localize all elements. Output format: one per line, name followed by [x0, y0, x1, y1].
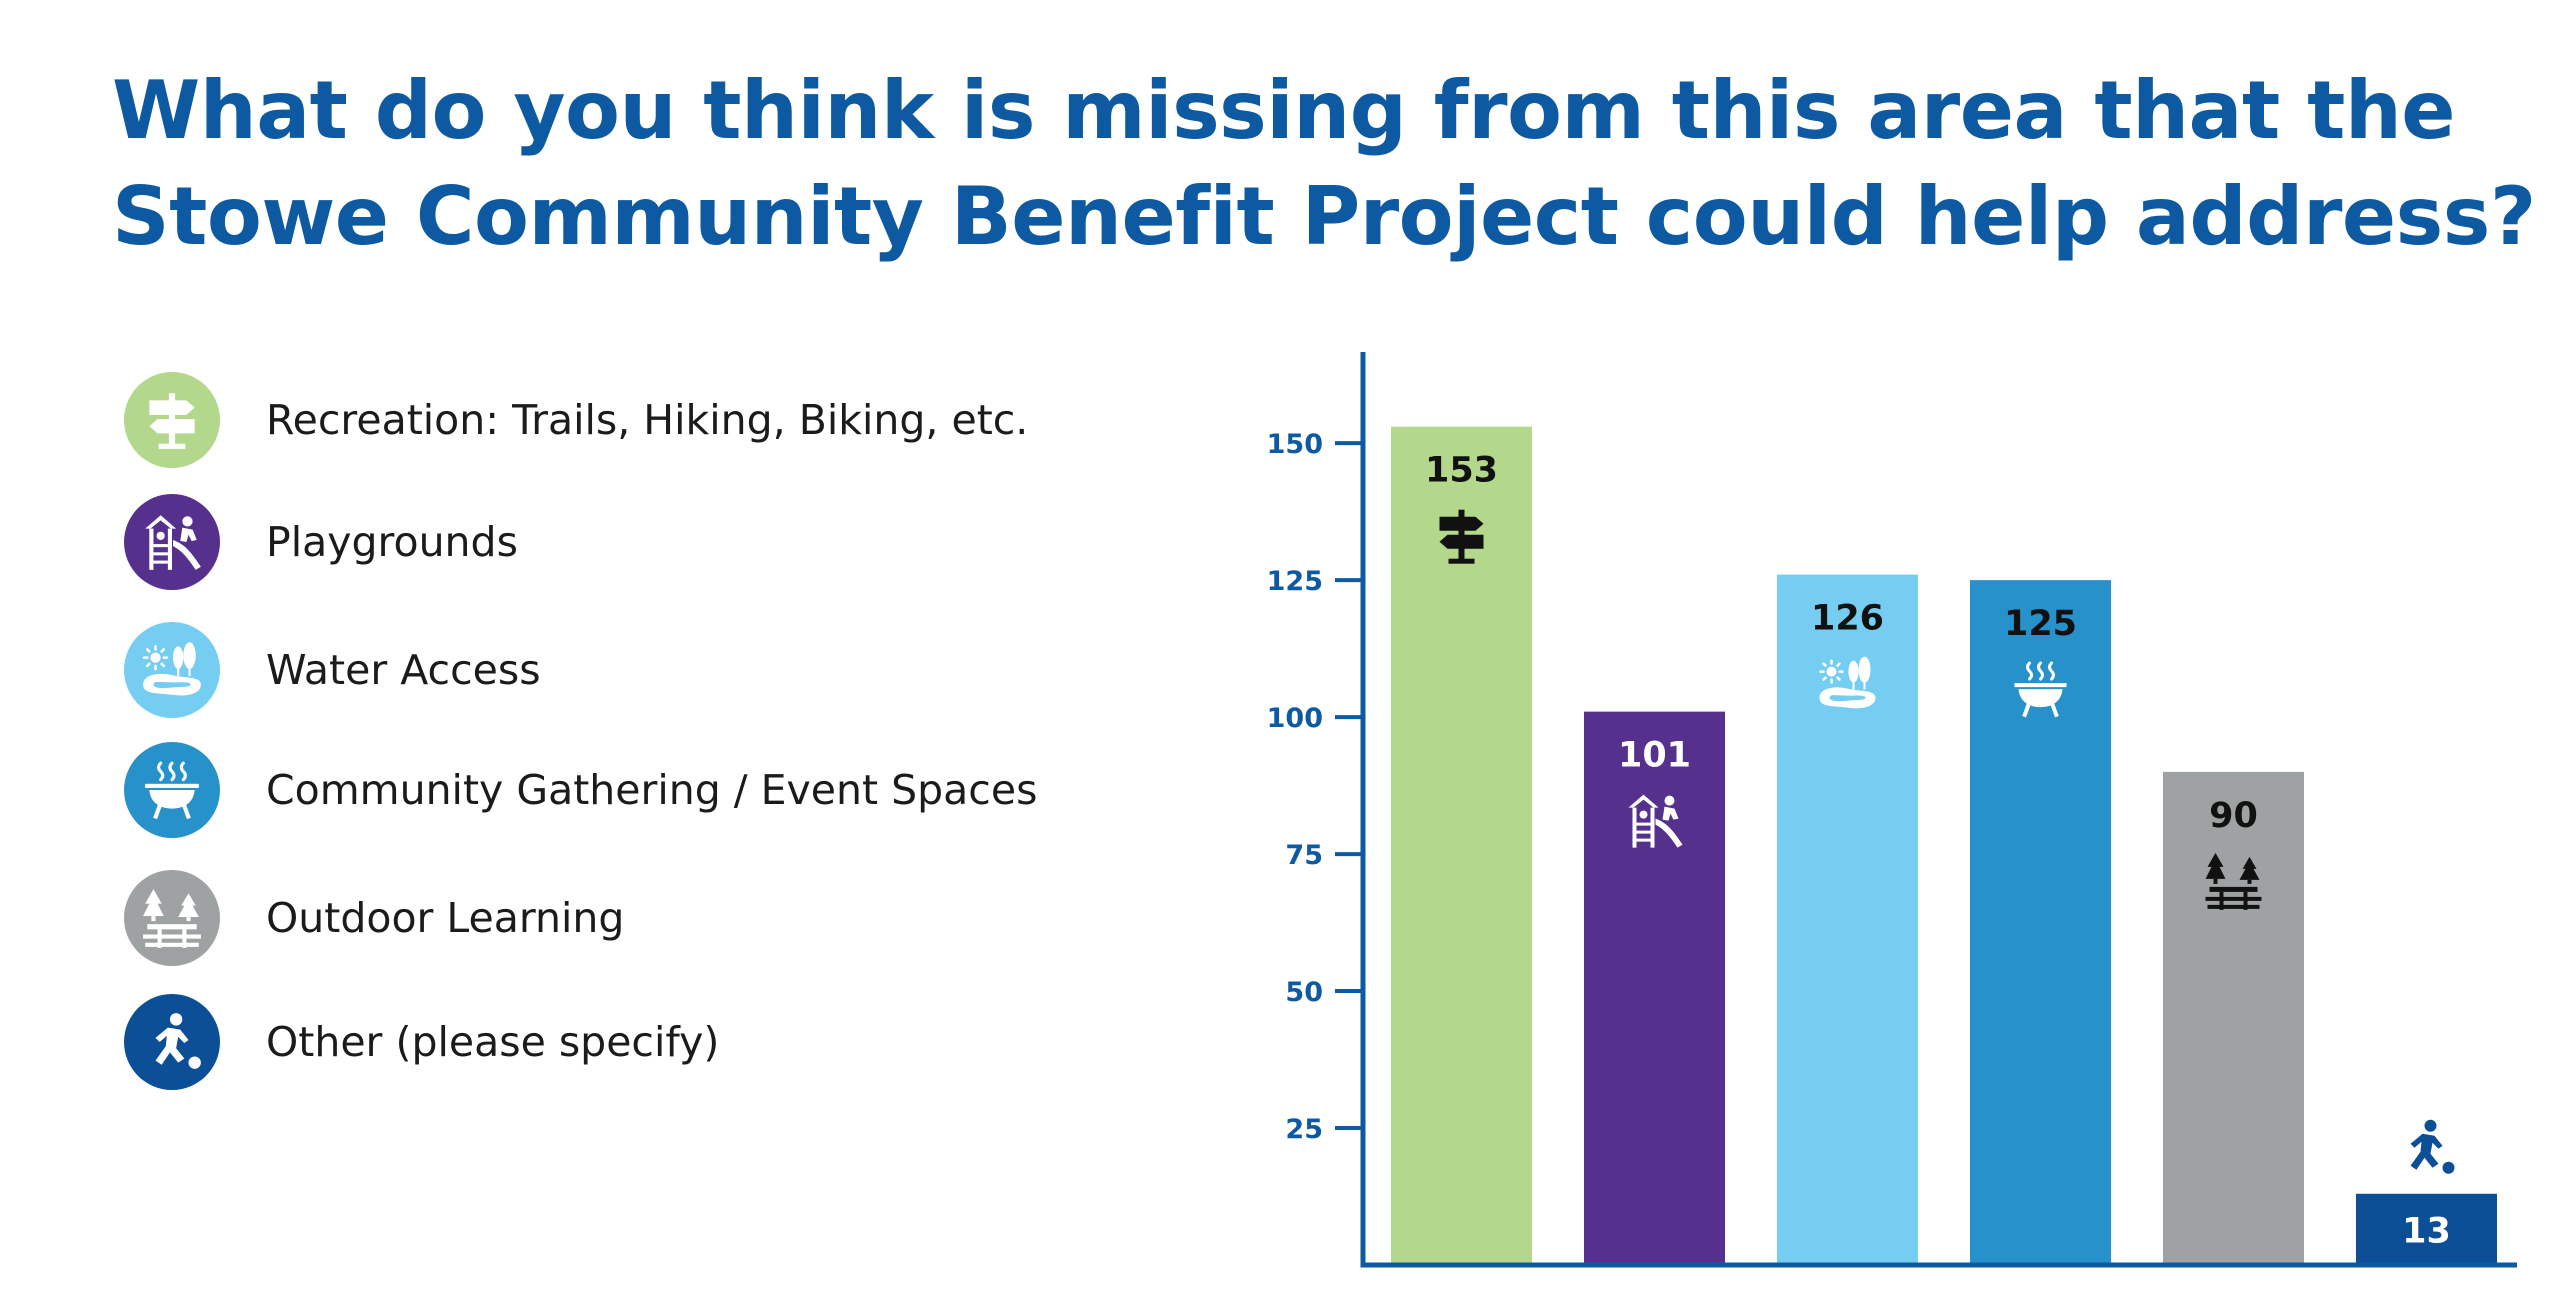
page-title: What do you think is missing from this a… [112, 58, 2536, 270]
legend-label-outdoor-learning: Outdoor Learning [266, 894, 625, 942]
title-line-1: What do you think is missing from this a… [112, 64, 2456, 157]
legend-item-community-gathering: Community Gathering / Event Spaces [124, 742, 1124, 842]
legend-label-water-access: Water Access [266, 646, 541, 694]
bar-value-label: 126 [1811, 599, 1884, 639]
title-line-2: Stowe Community Benefit Project could he… [112, 170, 2536, 263]
y-tick-label: 75 [1285, 840, 1323, 871]
legend-swatch-outdoor-learning [124, 870, 220, 966]
y-tick-label: 125 [1267, 566, 1323, 597]
bar [2163, 771, 2304, 1265]
bar-value-label: 125 [2004, 604, 2077, 644]
bar-chart: 25 50 75 100 125 150 153 101 126 125 90 13 [1267, 352, 2517, 1268]
playground-icon [139, 509, 205, 575]
y-tick-label: 25 [1285, 1114, 1323, 1145]
bar [1584, 711, 1725, 1265]
bar-value-label: 13 [2402, 1211, 2451, 1251]
bar-value-label: 90 [2209, 796, 2258, 836]
grill-icon [139, 757, 205, 823]
legend-item-playgrounds: Playgrounds [124, 494, 1124, 594]
legend-swatch-recreation [124, 372, 220, 468]
legend-item-other: Other (please specify) [124, 994, 1124, 1094]
legend-swatch-other [124, 994, 220, 1090]
y-tick-label: 100 [1267, 703, 1323, 734]
bar [1391, 426, 1532, 1265]
legend-swatch-community-gathering [124, 742, 220, 838]
bar [1777, 574, 1918, 1265]
bar-value-label: 101 [1618, 736, 1691, 776]
bar [2356, 1193, 2497, 1265]
legend-swatch-water-access [124, 622, 220, 718]
lake-icon [139, 637, 205, 703]
picnic-table-icon [139, 885, 205, 951]
legend-label-community-gathering: Community Gathering / Event Spaces [266, 766, 1038, 814]
y-tick-label: 150 [1267, 429, 1323, 460]
signpost-icon [139, 387, 205, 453]
chart-legend: Recreation: Trails, Hiking, Biking, etc.… [124, 372, 1124, 1092]
bar-value-label: 153 [1425, 451, 1498, 491]
legend-label-playgrounds: Playgrounds [266, 518, 518, 566]
bar [1970, 580, 2111, 1265]
legend-label-recreation: Recreation: Trails, Hiking, Biking, etc. [266, 396, 1029, 444]
legend-swatch-playgrounds [124, 494, 220, 590]
y-tick-label: 50 [1285, 977, 1323, 1008]
soccer-player-icon [2410, 1119, 2455, 1174]
legend-item-outdoor-learning: Outdoor Learning [124, 870, 1124, 970]
legend-label-other: Other (please specify) [266, 1018, 720, 1066]
legend-item-recreation: Recreation: Trails, Hiking, Biking, etc. [124, 372, 1124, 472]
legend-item-water-access: Water Access [124, 622, 1124, 722]
soccer-player-icon [139, 1009, 205, 1075]
